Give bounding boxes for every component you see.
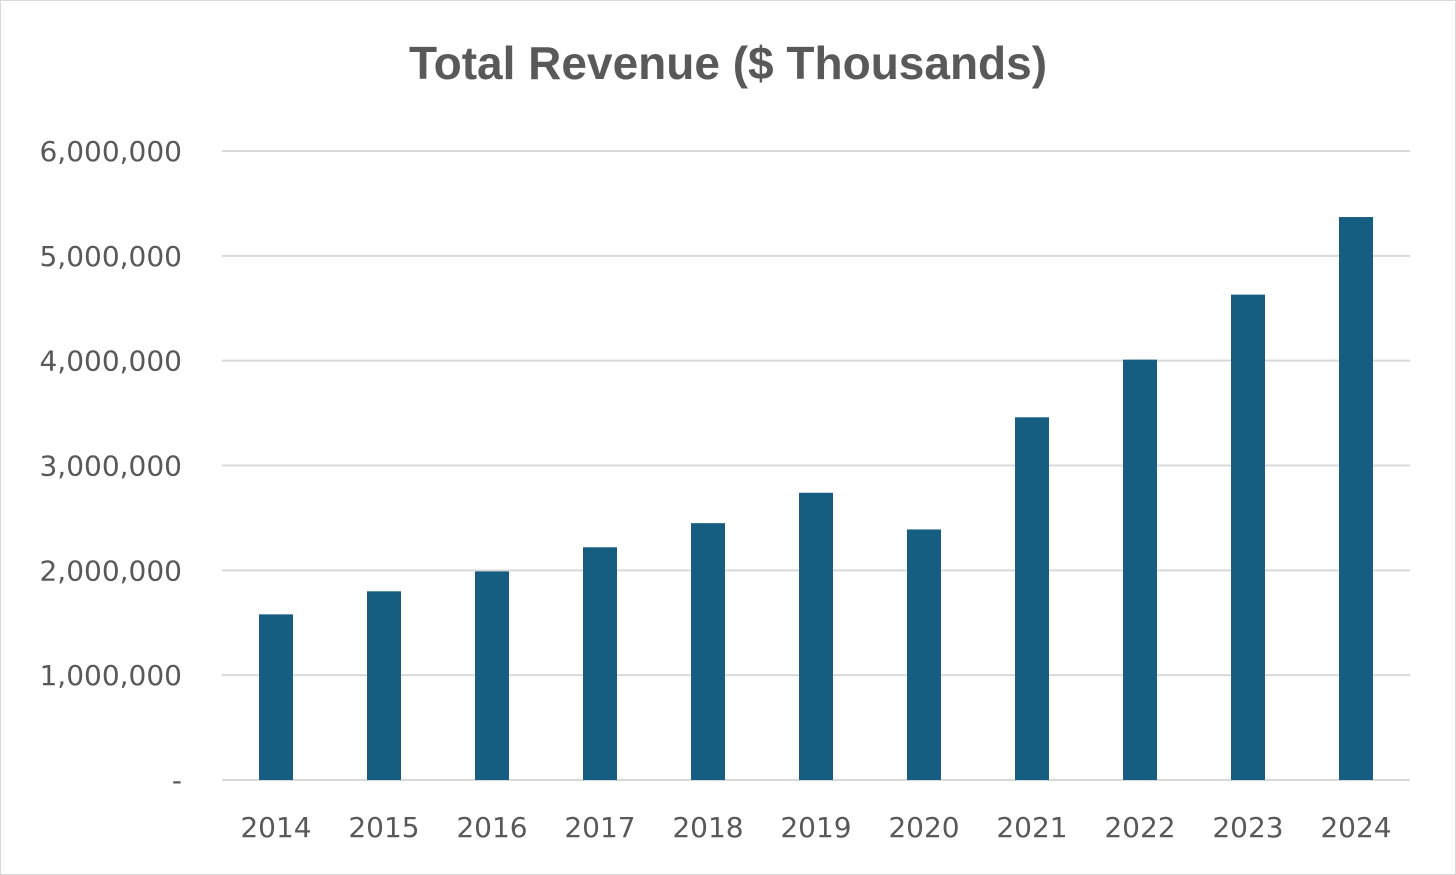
bar-2016 <box>475 571 509 780</box>
bar-2015 <box>367 591 401 780</box>
bar-2021 <box>1015 417 1049 780</box>
y-tick-label-4: 4,000,000 <box>39 345 182 378</box>
x-tick-label-2022: 2022 <box>1104 811 1175 844</box>
x-tick-label-2020: 2020 <box>888 811 959 844</box>
bar-2017 <box>583 547 617 780</box>
x-tick-label-2018: 2018 <box>672 811 743 844</box>
y-tick-label-1: 1,000,000 <box>39 659 182 692</box>
x-tick-label-2017: 2017 <box>564 811 635 844</box>
x-tick-label-2021: 2021 <box>996 811 1067 844</box>
bar-2014 <box>259 614 293 780</box>
x-tick-label-2024: 2024 <box>1320 811 1391 844</box>
x-tick-label-2015: 2015 <box>348 811 419 844</box>
y-axis-labels: - 1,000,000 2,000,000 3,000,000 4,000,000 5,0… <box>39 135 182 797</box>
bar-2018 <box>691 523 725 780</box>
x-tick-label-2014: 2014 <box>240 811 311 844</box>
bar-2020 <box>907 529 941 780</box>
y-tick-label-6: 6,000,000 <box>39 135 182 168</box>
bars <box>259 217 1373 781</box>
y-tick-label-0: - <box>172 764 182 797</box>
bar-2019 <box>799 492 833 780</box>
bar-2024 <box>1339 217 1373 781</box>
x-axis-labels: 2014 2015 2016 2017 2018 2019 2020 2021 2022 2023… <box>240 811 1391 844</box>
chart-title: Total Revenue ($ Thousands) <box>408 37 1048 89</box>
bar-2023 <box>1231 294 1265 780</box>
bar-2022 <box>1123 359 1157 780</box>
x-tick-label-2019: 2019 <box>780 811 851 844</box>
x-tick-label-2023: 2023 <box>1212 811 1283 844</box>
x-tick-label-2016: 2016 <box>456 811 527 844</box>
y-tick-label-5: 5,000,000 <box>39 240 182 273</box>
y-tick-label-2: 2,000,000 <box>39 554 182 587</box>
y-tick-label-3: 3,000,000 <box>39 450 182 483</box>
